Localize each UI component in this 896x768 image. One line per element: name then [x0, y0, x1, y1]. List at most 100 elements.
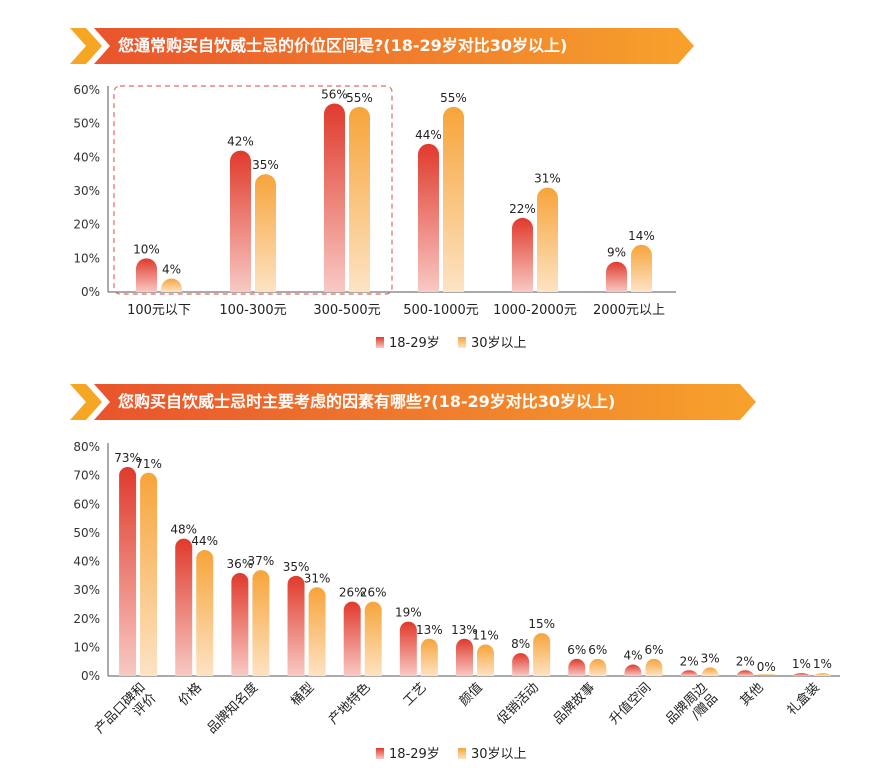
legend-label-18-29: 18-29岁	[389, 336, 440, 351]
bar-series-18-29	[606, 261, 627, 292]
x-tick-label: 品牌知名度	[204, 680, 261, 737]
highlight-box	[113, 85, 393, 295]
bar-series-18-29	[418, 143, 439, 292]
bar-series-30plus	[631, 244, 652, 292]
x-tick-label: 价格	[175, 680, 205, 710]
bar-series-18-29	[512, 653, 530, 676]
bar-series-18-29	[456, 638, 473, 676]
data-label: 55%	[440, 91, 467, 105]
y-tick-label: 0%	[81, 285, 100, 299]
bar-series-30plus	[364, 601, 382, 676]
data-label: 44%	[415, 128, 442, 142]
y-tick-label: 50%	[73, 526, 100, 540]
bar-series-30plus	[533, 633, 551, 676]
data-label: 2%	[736, 654, 755, 668]
bar-series-30plus	[537, 187, 558, 292]
y-tick-label: 20%	[73, 612, 100, 626]
legend-swatch-18-29	[376, 337, 384, 348]
chart2-title: 您购买自饮威士忌时主要考虑的因素有哪些?(18-29岁对比30岁以上)	[118, 392, 616, 411]
x-tick-label: 产地特色	[325, 680, 373, 728]
bar-series-18-29	[119, 467, 137, 676]
data-label: 3%	[701, 651, 720, 665]
x-tick-label: 100-300元	[219, 303, 286, 318]
bar-series-18-29	[343, 601, 361, 676]
legend-swatch-30plus	[458, 337, 466, 348]
data-label: 4%	[623, 649, 642, 663]
chart2-title-banner: 您购买自饮威士忌时主要考虑的因素有哪些?(18-29岁对比30岁以上)	[66, 384, 756, 420]
data-label: 73%	[114, 451, 141, 465]
x-tick-label: 300-500元	[313, 303, 380, 318]
data-label: 26%	[339, 586, 366, 600]
data-label: 22%	[509, 202, 536, 216]
data-label: 36%	[227, 557, 254, 571]
data-label: 6%	[567, 643, 586, 657]
x-tick-label: 升值空间	[606, 680, 654, 728]
data-label: 56%	[321, 87, 348, 101]
x-tick-label: 颜值	[456, 680, 486, 710]
x-tick-label: 500-1000元	[403, 303, 479, 318]
legend-label-18-29: 18-29岁	[389, 747, 440, 762]
bar-series-18-29	[287, 575, 305, 676]
data-label: 13%	[451, 623, 478, 637]
data-label: 13%	[416, 623, 443, 637]
legend-swatch-30plus	[458, 748, 466, 759]
legend-swatch-18-29	[376, 748, 384, 759]
data-label: 35%	[283, 560, 310, 574]
data-label: 9%	[607, 246, 626, 260]
y-tick-label: 10%	[73, 640, 100, 654]
data-label: 6%	[588, 643, 607, 657]
bar-series-18-29	[231, 572, 249, 676]
data-label: 42%	[227, 135, 254, 149]
data-label: 44%	[191, 534, 218, 548]
data-label: 11%	[472, 629, 499, 643]
data-label: 71%	[135, 457, 162, 471]
bar-series-30plus	[196, 550, 214, 676]
bar-series-30plus	[477, 644, 494, 676]
bar-series-30plus	[420, 638, 438, 676]
x-tick-label: 产品口碑和评价	[92, 680, 160, 748]
bar-series-18-29	[230, 150, 251, 292]
y-tick-label: 40%	[73, 555, 100, 569]
x-tick-label: 品牌周边/赠品	[662, 680, 721, 739]
x-tick-label: 2000元以上	[593, 303, 665, 318]
banner-arrow-shape	[70, 28, 694, 64]
bar-series-30plus	[140, 472, 158, 676]
data-label: 6%	[644, 643, 663, 657]
chart1-title: 您通常购买自饮威士忌的价位区间是?(18-29岁对比30岁以上)	[118, 36, 568, 55]
data-label: 26%	[360, 586, 387, 600]
y-tick-label: 10%	[73, 251, 100, 265]
data-label: 31%	[304, 571, 331, 585]
y-tick-label: 60%	[73, 83, 100, 97]
data-label: 10%	[133, 242, 160, 256]
y-tick-label: 70%	[73, 469, 100, 483]
bar-series-30plus	[252, 570, 270, 676]
y-tick-label: 40%	[73, 150, 100, 164]
data-label: 1%	[813, 657, 832, 671]
x-tick-label: 1000-2000元	[493, 303, 577, 318]
bar-series-18-29	[792, 673, 810, 676]
x-tick-label: 100元以下	[127, 303, 191, 318]
chart1-title-banner: 您通常购买自饮威士忌的价位区间是?(18-29岁对比30岁以上)	[66, 28, 694, 64]
bar-series-18-29	[736, 670, 754, 676]
data-label: 4%	[162, 263, 181, 277]
banner-arrow-shape	[70, 384, 756, 420]
bar-series-30plus	[255, 174, 276, 292]
bar-series-30plus	[349, 106, 370, 292]
x-tick-label: 品牌故事	[550, 680, 598, 728]
y-tick-label: 0%	[81, 669, 100, 683]
y-tick-label: 20%	[73, 218, 100, 232]
data-label: 1%	[792, 657, 811, 671]
y-tick-label: 80%	[73, 440, 100, 454]
y-tick-label: 30%	[73, 184, 100, 198]
bar-series-30plus	[161, 278, 182, 292]
bar-series-18-29	[399, 621, 417, 676]
y-tick-label: 60%	[73, 497, 100, 511]
data-label: 0%	[757, 660, 776, 674]
purchase-factors-chart: 0% 10% 20% 30% 40% 50% 60% 70% 80% 73%71% 产品口碑和评价 4…	[73, 440, 840, 762]
bar-series-18-29	[175, 538, 193, 676]
legend-label-30plus: 30岁以上	[471, 747, 527, 762]
bar-series-30plus	[757, 674, 775, 676]
x-tick-label: 礼盒装	[784, 680, 823, 719]
y-tick-label: 30%	[73, 583, 100, 597]
bar-series-30plus	[589, 658, 607, 676]
